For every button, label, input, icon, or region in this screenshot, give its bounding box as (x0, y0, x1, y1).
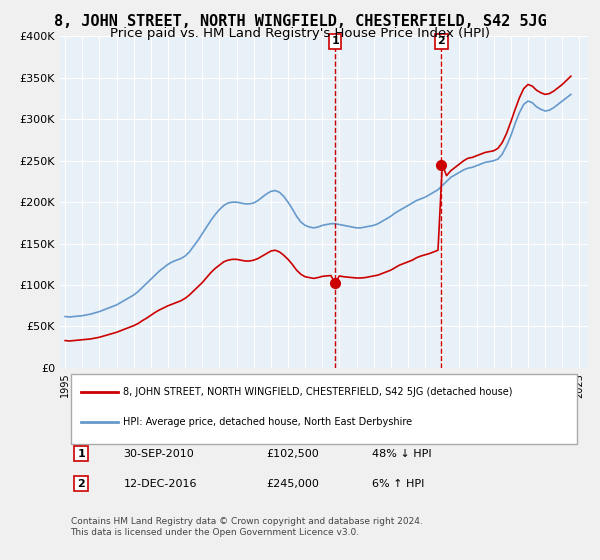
Text: Price paid vs. HM Land Registry's House Price Index (HPI): Price paid vs. HM Land Registry's House … (110, 27, 490, 40)
Text: 30-SEP-2010: 30-SEP-2010 (124, 449, 194, 459)
FancyBboxPatch shape (71, 374, 577, 445)
Text: 48% ↓ HPI: 48% ↓ HPI (371, 449, 431, 459)
Text: 1: 1 (331, 36, 339, 46)
Text: 8, JOHN STREET, NORTH WINGFIELD, CHESTERFIELD, S42 5JG: 8, JOHN STREET, NORTH WINGFIELD, CHESTER… (53, 14, 547, 29)
Text: HPI: Average price, detached house, North East Derbyshire: HPI: Average price, detached house, Nort… (124, 417, 412, 427)
Text: Contains HM Land Registry data © Crown copyright and database right 2024.
This d: Contains HM Land Registry data © Crown c… (71, 517, 422, 536)
Text: 2: 2 (77, 479, 85, 488)
Text: 6% ↑ HPI: 6% ↑ HPI (371, 479, 424, 488)
Text: 12-DEC-2016: 12-DEC-2016 (124, 479, 197, 488)
Text: 8, JOHN STREET, NORTH WINGFIELD, CHESTERFIELD, S42 5JG (detached house): 8, JOHN STREET, NORTH WINGFIELD, CHESTER… (124, 387, 513, 397)
Text: £245,000: £245,000 (266, 479, 319, 488)
Text: £102,500: £102,500 (266, 449, 319, 459)
Text: 1: 1 (77, 449, 85, 459)
Text: 2: 2 (437, 36, 445, 46)
